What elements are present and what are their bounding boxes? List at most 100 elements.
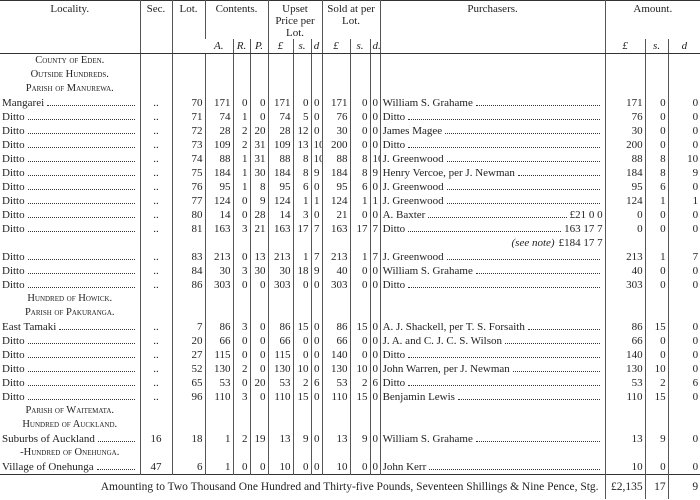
leader-dots bbox=[47, 96, 135, 106]
cell-content: James Magee bbox=[383, 124, 603, 138]
contents-value: 2 bbox=[232, 432, 250, 446]
amount-value: 7 bbox=[667, 250, 700, 264]
amount-value: 0 bbox=[667, 124, 700, 138]
table-row: Ditto.. 76 95 1 8 95 6 0 95 6 0 J. Greenwood 95 6 0 bbox=[0, 180, 700, 194]
leader-dots bbox=[408, 376, 600, 386]
sold-value: 0 bbox=[369, 96, 381, 110]
section: .. bbox=[139, 124, 172, 138]
locality: Ditto bbox=[0, 390, 140, 404]
amount-value: 86 bbox=[604, 320, 646, 334]
empty-cell bbox=[310, 68, 323, 82]
purchaser: Henry Vercoe, per J. Newman bbox=[379, 166, 606, 180]
empty-cell bbox=[349, 53, 371, 68]
empty-cell bbox=[644, 292, 669, 306]
empty-cell bbox=[139, 404, 172, 418]
empty-cell bbox=[204, 306, 233, 320]
sold-value: 13 bbox=[321, 432, 351, 446]
empty-cell bbox=[667, 53, 700, 68]
lot: 71 bbox=[171, 110, 205, 124]
contents-value: 0 bbox=[249, 460, 268, 475]
table-row: Ditto.. 83 213 0 13 213 1 7 213 1 7 J. Greenwood 213… bbox=[0, 250, 700, 264]
upset-value: 303 bbox=[267, 278, 293, 292]
empty-cell bbox=[349, 236, 371, 250]
locality-text: Ditto bbox=[2, 195, 25, 207]
upset-value: 7 bbox=[310, 222, 323, 236]
empty-cell bbox=[310, 82, 323, 96]
upset-value: 0 bbox=[310, 124, 323, 138]
contents-value: 171 bbox=[204, 96, 233, 110]
empty-cell bbox=[604, 404, 646, 418]
sold-value: 0 bbox=[349, 208, 371, 222]
empty-cell bbox=[232, 292, 250, 306]
empty-cell bbox=[232, 418, 250, 432]
section: 47 bbox=[139, 460, 172, 475]
upset-value: 17 bbox=[292, 222, 311, 236]
unit-label: R. bbox=[232, 39, 250, 54]
empty-cell bbox=[667, 418, 700, 432]
empty-cell bbox=[379, 82, 606, 96]
amount-value: 1 bbox=[667, 194, 700, 208]
purchaser: Ditto bbox=[379, 138, 606, 152]
contents-value: 0 bbox=[232, 334, 250, 348]
empty-cell bbox=[369, 68, 381, 82]
upset-value: 30 bbox=[267, 264, 293, 278]
purchaser-text: James Magee bbox=[382, 125, 443, 137]
sold-value: 0 bbox=[369, 208, 381, 222]
empty-cell bbox=[667, 68, 700, 82]
total-pounds: £2,135 bbox=[604, 474, 646, 499]
upset-value: 109 bbox=[267, 138, 293, 152]
table-body: County of Eden. Outside Hundreds. Parish o… bbox=[0, 53, 700, 475]
amount-value: 15 bbox=[644, 320, 669, 334]
sold-value: 2 bbox=[349, 376, 371, 390]
contents-value: 0 bbox=[249, 278, 268, 292]
sold-value: 53 bbox=[321, 376, 351, 390]
table-row: County of Eden. bbox=[0, 53, 700, 68]
upset-value: 1 bbox=[310, 194, 323, 208]
cell-content: J. A. and C. J. C. S. Wilson bbox=[383, 334, 603, 348]
leader-dots bbox=[27, 390, 135, 400]
purchaser: J. Greenwood bbox=[379, 180, 606, 194]
sold-value: 88 bbox=[321, 152, 351, 166]
cell-content: William S. Grahame bbox=[383, 264, 603, 278]
upset-value: 15 bbox=[292, 320, 311, 334]
amount-value: 0 bbox=[667, 96, 700, 110]
contents-value: 14 bbox=[204, 208, 233, 222]
cell-content: Ditto bbox=[2, 194, 138, 208]
empty-cell bbox=[267, 446, 293, 460]
leader-dots bbox=[475, 96, 600, 106]
purchaser: J. Greenwood bbox=[379, 194, 606, 208]
upset-value: 15 bbox=[292, 390, 311, 404]
cell-content: A. Baxter £21 0 0 bbox=[383, 208, 603, 222]
purchaser: John Warren, per J. Newman bbox=[379, 362, 606, 376]
purchaser-text: J. Greenwood bbox=[382, 251, 444, 263]
cell-content: Mangarei bbox=[2, 96, 138, 110]
locality-text: Ditto bbox=[2, 377, 25, 389]
sold-value: 10 bbox=[349, 362, 371, 376]
section-heading: Parish of Manurewa. bbox=[25, 83, 114, 94]
sold-value: 1 bbox=[349, 250, 371, 264]
contents-value: 2 bbox=[232, 138, 250, 152]
locality-text: Mangarei bbox=[2, 97, 45, 109]
empty-cell bbox=[369, 292, 381, 306]
amount-value: 9 bbox=[667, 166, 700, 180]
lot: 83 bbox=[171, 250, 205, 264]
empty-cell bbox=[321, 82, 351, 96]
purchaser-text: John Kerr bbox=[382, 461, 427, 473]
upset-value: 9 bbox=[310, 264, 323, 278]
amount-value: 0 bbox=[644, 110, 669, 124]
cell-content: Ditto bbox=[2, 250, 138, 264]
amount-value: 0 bbox=[644, 124, 669, 138]
sold-value: 0 bbox=[369, 362, 381, 376]
empty-cell bbox=[139, 82, 172, 96]
section-heading: Hundred of Auckland. bbox=[22, 419, 118, 430]
sold-value: 130 bbox=[321, 362, 351, 376]
unit-label: £ bbox=[267, 39, 293, 54]
cell-content: J. Greenwood bbox=[383, 152, 603, 166]
amount-value: 303 bbox=[604, 278, 646, 292]
column-header: Upset Price per Lot. bbox=[267, 0, 323, 39]
empty-cell bbox=[171, 418, 205, 432]
empty-cell bbox=[667, 236, 700, 250]
empty-cell bbox=[379, 306, 606, 320]
section: .. bbox=[139, 250, 172, 264]
